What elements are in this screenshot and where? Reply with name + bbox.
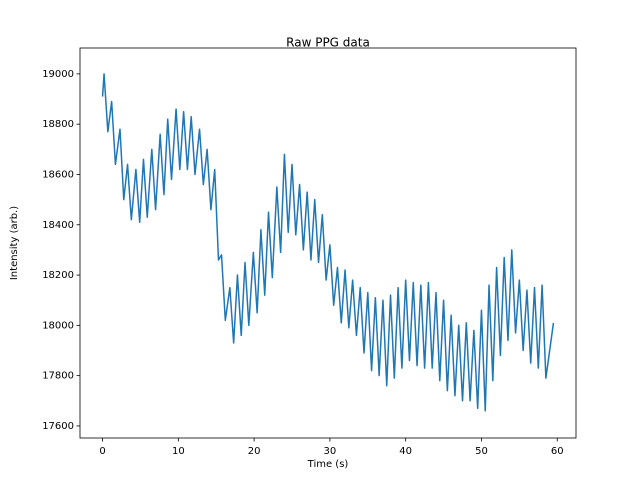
y-tick-label: 18400 (42, 220, 74, 231)
y-tick-label: 17800 (42, 371, 74, 382)
y-tick-label: 18600 (42, 169, 74, 180)
x-tick-label: 60 (551, 446, 564, 457)
plot-frame (79, 47, 577, 439)
x-tick-label: 20 (248, 446, 261, 457)
y-tick-label: 18800 (42, 119, 74, 130)
y-tick-label: 18000 (42, 320, 74, 331)
x-tick-label: 40 (399, 446, 412, 457)
data-line (101, 73, 555, 412)
x-tick-label: 50 (475, 446, 488, 457)
x-tick-label: 30 (324, 446, 337, 457)
x-tick-label: 0 (99, 446, 105, 457)
x-tick-label: 10 (172, 446, 185, 457)
y-tick-label: 17600 (42, 421, 74, 432)
y-axis-label: Intensity (arb.) (9, 206, 20, 280)
y-tick-label: 18200 (42, 270, 74, 281)
y-tick-label: 19000 (42, 69, 74, 80)
chart-title: Raw PPG data (286, 36, 370, 50)
x-axis-label: Time (s) (307, 459, 349, 470)
